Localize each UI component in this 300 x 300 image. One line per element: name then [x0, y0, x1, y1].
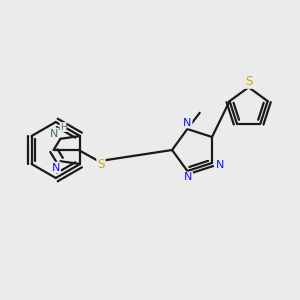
- Text: S: S: [245, 75, 252, 88]
- Text: S: S: [97, 158, 105, 171]
- Text: N: N: [184, 172, 192, 182]
- Text: N: N: [50, 128, 58, 139]
- Text: N: N: [183, 118, 191, 128]
- Text: N: N: [216, 160, 224, 170]
- Text: N: N: [52, 163, 60, 173]
- Text: H: H: [60, 122, 67, 131]
